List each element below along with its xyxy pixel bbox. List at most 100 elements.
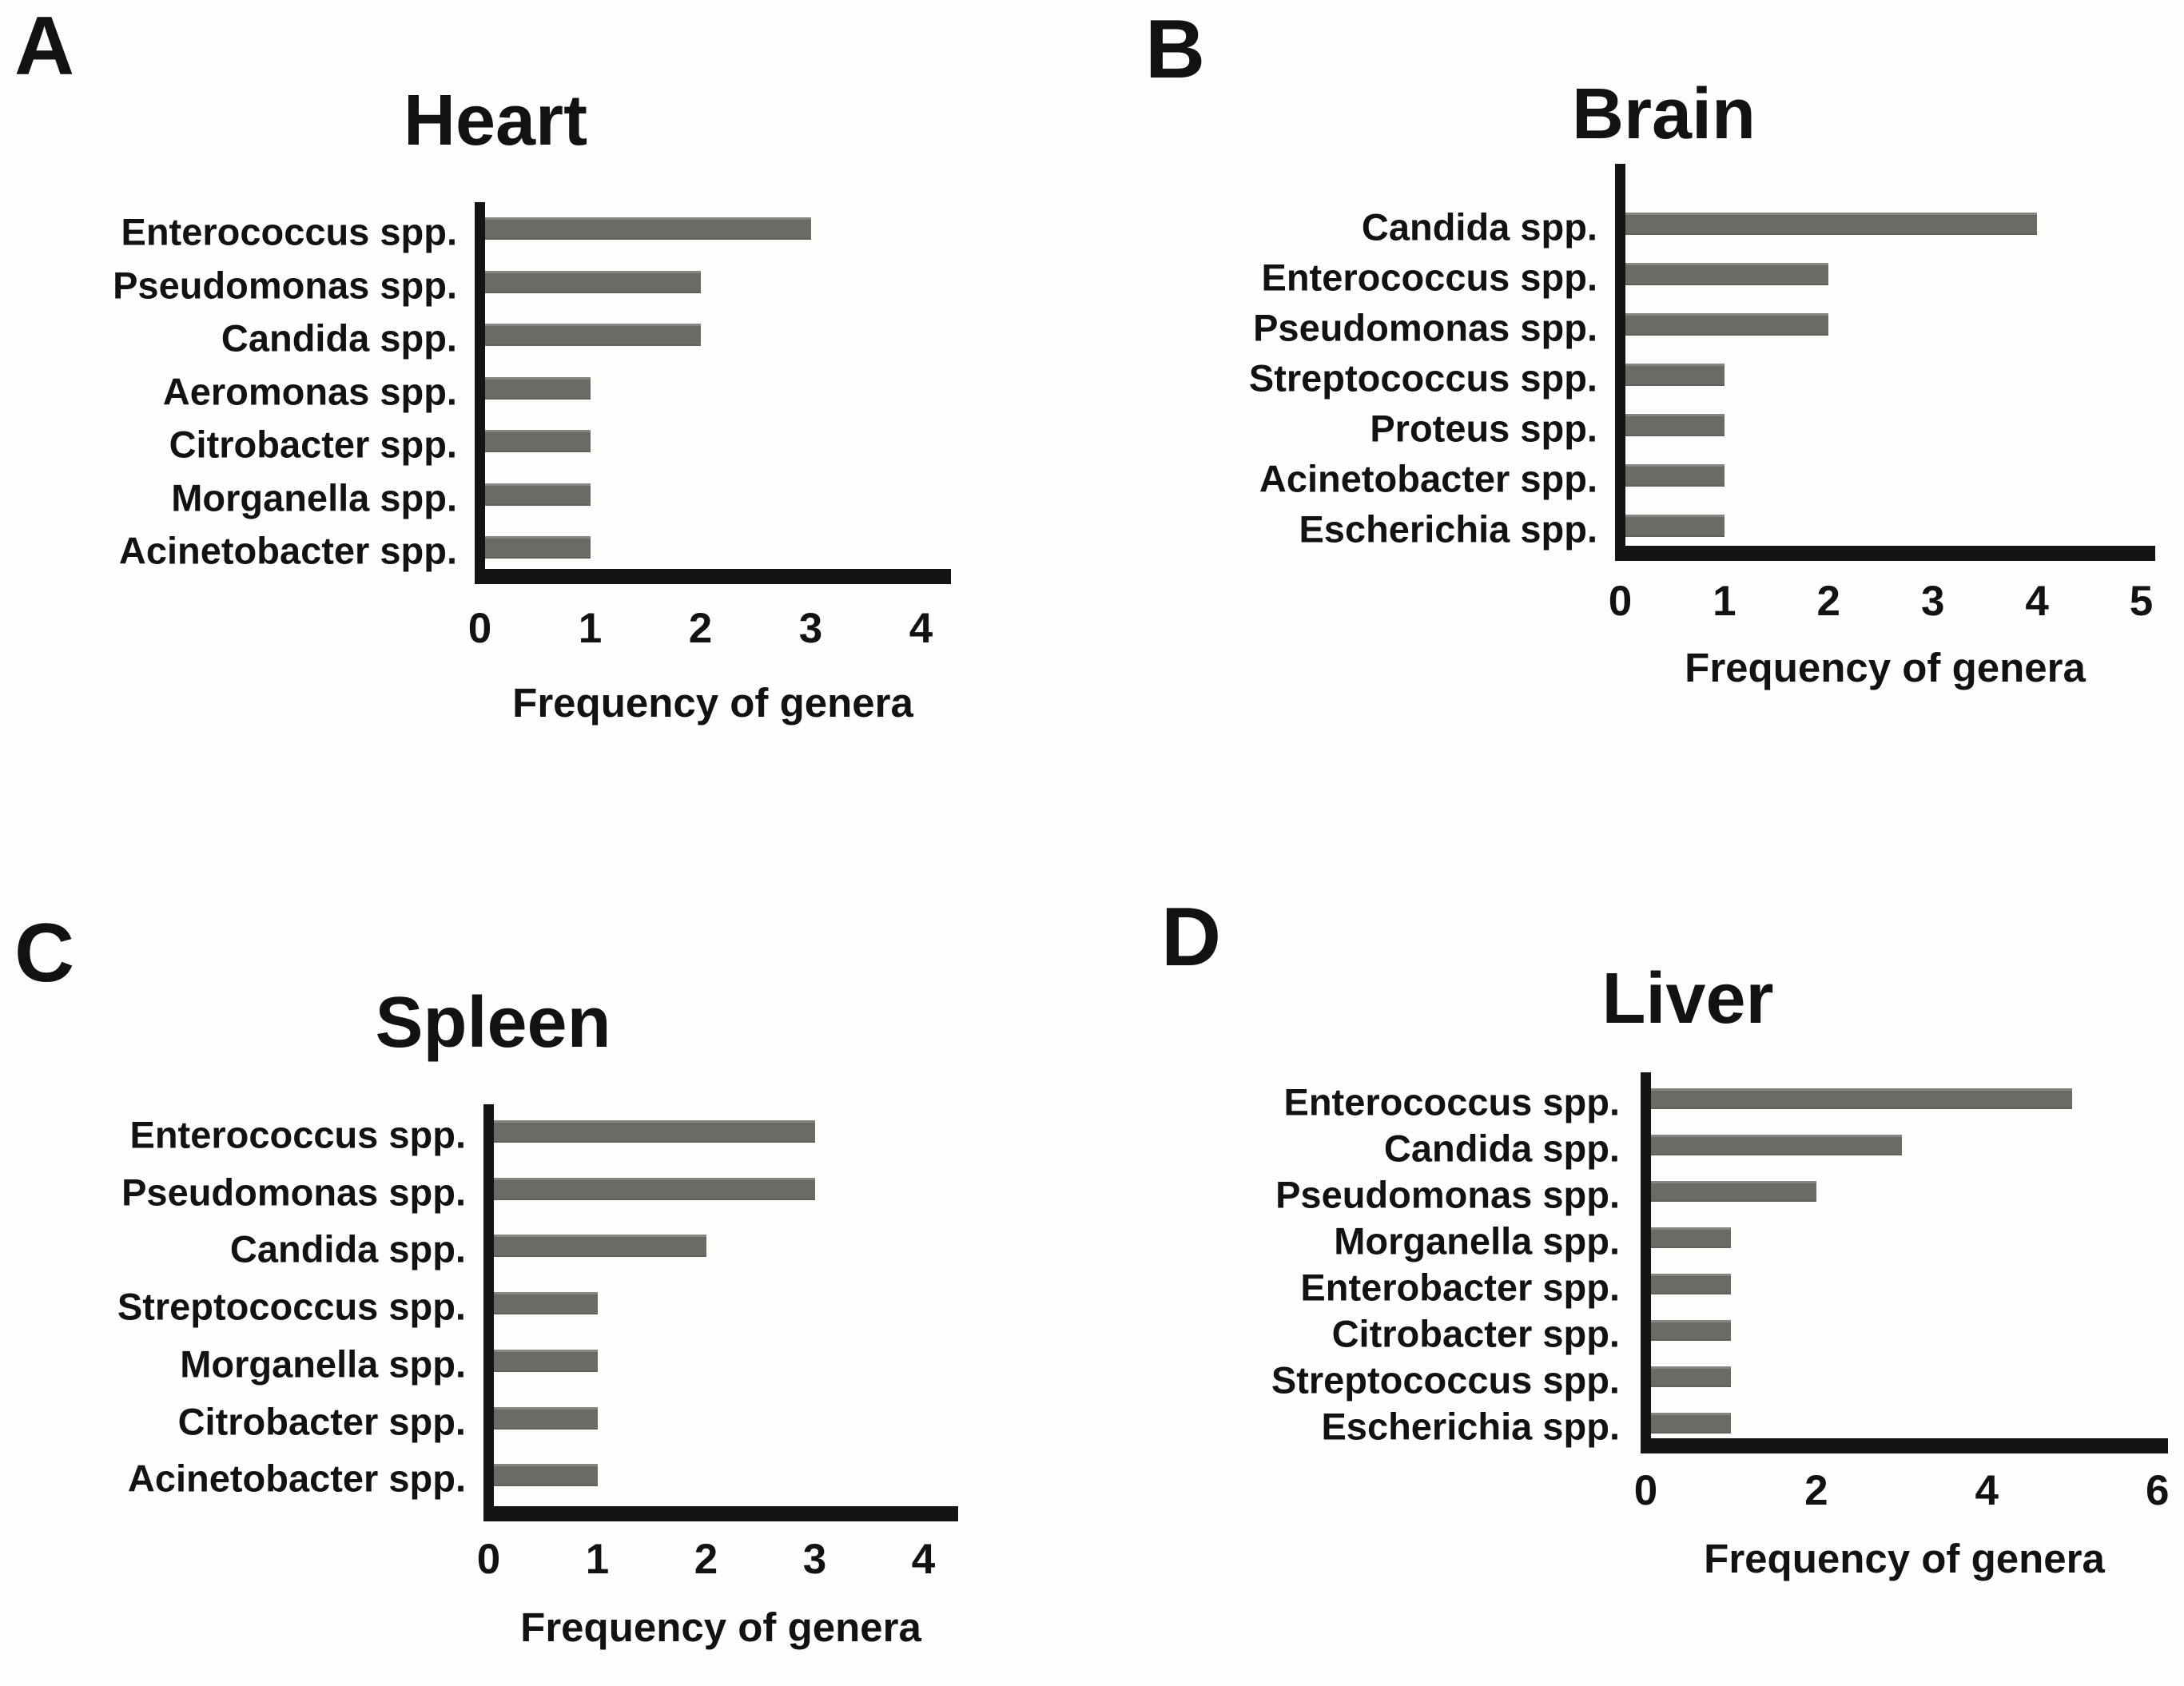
category-label: Enterococcus spp. (1283, 1080, 1621, 1123)
x-axis-label: Frequency of genera (1704, 1536, 2105, 1581)
category-label: Enterococcus spp. (121, 210, 458, 253)
x-tick-label: 2 (1816, 578, 1841, 625)
category-label: Streptococcus spp. (1271, 1358, 1620, 1402)
panel-liver: D Liver Enterococcus spp. Candida spp. Pse… (1092, 843, 2184, 1686)
bar (485, 324, 701, 346)
bar (485, 536, 591, 559)
panel-heart: A Heart Enterococcus spp. Pseudomonas spp… (0, 0, 1092, 843)
category-label: Proteus spp. (1370, 407, 1597, 450)
category-label: Pseudomonas spp. (1253, 306, 1597, 349)
category-label: Candida spp. (221, 316, 457, 360)
x-tick-label: 1 (1713, 578, 1736, 625)
y-axis-line (475, 202, 485, 584)
bar (1625, 464, 1725, 487)
bar (1625, 364, 1725, 386)
x-tick-label: 4 (911, 1536, 936, 1583)
x-tick-label: 0 (1633, 1467, 1658, 1514)
bar (1625, 414, 1725, 436)
category-label: Pseudomonas spp. (1275, 1173, 1620, 1216)
bar (494, 1350, 598, 1372)
bar (1651, 1366, 1731, 1387)
bar (494, 1120, 815, 1143)
bar (1625, 515, 1725, 537)
x-axis-line (483, 1506, 958, 1521)
category-label: Pseudomonas spp. (121, 1171, 466, 1214)
bar (1651, 1320, 1731, 1341)
category-label: Escherichia spp. (1321, 1405, 1620, 1448)
category-label: Citrobacter spp. (177, 1400, 466, 1443)
x-tick-label: 3 (798, 605, 823, 652)
bar (1651, 1088, 2072, 1109)
category-label: Acinetobacter spp. (127, 1457, 466, 1500)
bar (1651, 1274, 1731, 1294)
category-label: Morganella spp. (180, 1342, 466, 1386)
category-label: Enterococcus spp. (1261, 256, 1598, 299)
x-tick-label: 4 (1975, 1467, 1999, 1514)
category-label: Enterobacter spp. (1300, 1266, 1620, 1309)
bar (1651, 1227, 1731, 1248)
bar (494, 1235, 706, 1257)
chart-title: Liver (1601, 959, 1774, 1039)
panel-letter: B (1145, 3, 1206, 96)
x-tick-label: 0 (1608, 578, 1633, 625)
bar (1651, 1413, 1731, 1433)
bar (485, 430, 591, 452)
bar (485, 483, 591, 506)
chart-title: Spleen (375, 983, 611, 1063)
category-label: Streptococcus spp. (117, 1285, 466, 1328)
category-label: Enterococcus spp. (129, 1113, 467, 1156)
bar (494, 1178, 815, 1200)
x-tick-label: 2 (688, 605, 713, 652)
category-label: Acinetobacter spp. (1259, 457, 1597, 500)
bar (485, 217, 811, 240)
x-axis-line (475, 569, 951, 584)
panel-spleen: C Spleen Enterococcus spp. Pseudomonas sp… (0, 843, 1092, 1686)
x-axis-label: Frequency of genera (1685, 645, 2086, 690)
x-tick-label: 4 (2025, 578, 2049, 625)
x-axis-label: Frequency of genera (520, 1604, 921, 1650)
x-tick-label: 1 (578, 605, 603, 652)
x-tick-label: 6 (2145, 1467, 2170, 1514)
category-label: Morganella spp. (171, 476, 457, 519)
category-label: Aeromonas spp. (162, 370, 457, 413)
category-label: Escherichia spp. (1299, 507, 1597, 551)
panel-letter: A (14, 0, 75, 93)
bar (1651, 1135, 1902, 1155)
category-label: Candida spp. (1383, 1127, 1620, 1170)
bar (1651, 1181, 1816, 1202)
panel-letter: D (1161, 891, 1222, 984)
x-tick-label: 4 (909, 605, 933, 652)
x-tick-label: 3 (1920, 578, 1945, 625)
x-tick-label: 0 (467, 605, 492, 652)
bar (1625, 263, 1828, 285)
category-label: Morganella spp. (1334, 1219, 1620, 1263)
category-label: Streptococcus spp. (1248, 356, 1597, 400)
category-label: Acinetobacter spp. (118, 529, 457, 572)
x-axis-line (1641, 1438, 2168, 1453)
x-tick-label: 1 (585, 1536, 610, 1583)
category-label: Candida spp. (229, 1227, 466, 1270)
category-label: Citrobacter spp. (1331, 1312, 1620, 1355)
chart-title: Heart (403, 81, 588, 161)
x-tick-label: 2 (1804, 1467, 1828, 1514)
bar (1625, 313, 1828, 336)
y-axis-line (1615, 164, 1625, 561)
bar (494, 1464, 598, 1486)
category-label: Candida spp. (1361, 205, 1597, 249)
y-axis-line (1641, 1072, 1651, 1453)
x-tick-label: 0 (476, 1536, 501, 1583)
bar (485, 377, 591, 400)
category-label: Citrobacter spp. (169, 423, 457, 466)
bar (1625, 213, 2037, 235)
bar (494, 1292, 598, 1314)
y-axis-line (483, 1104, 494, 1521)
bar (485, 271, 701, 293)
x-axis-line (1615, 546, 2155, 561)
chart-title: Brain (1571, 74, 1756, 154)
panel-brain: B Brain Candida spp. Enterococcus spp. Pse… (1092, 0, 2184, 843)
x-tick-label: 5 (2129, 578, 2154, 625)
x-tick-label: 3 (802, 1536, 827, 1583)
category-label: Pseudomonas spp. (113, 264, 457, 307)
x-axis-label: Frequency of genera (512, 680, 913, 726)
